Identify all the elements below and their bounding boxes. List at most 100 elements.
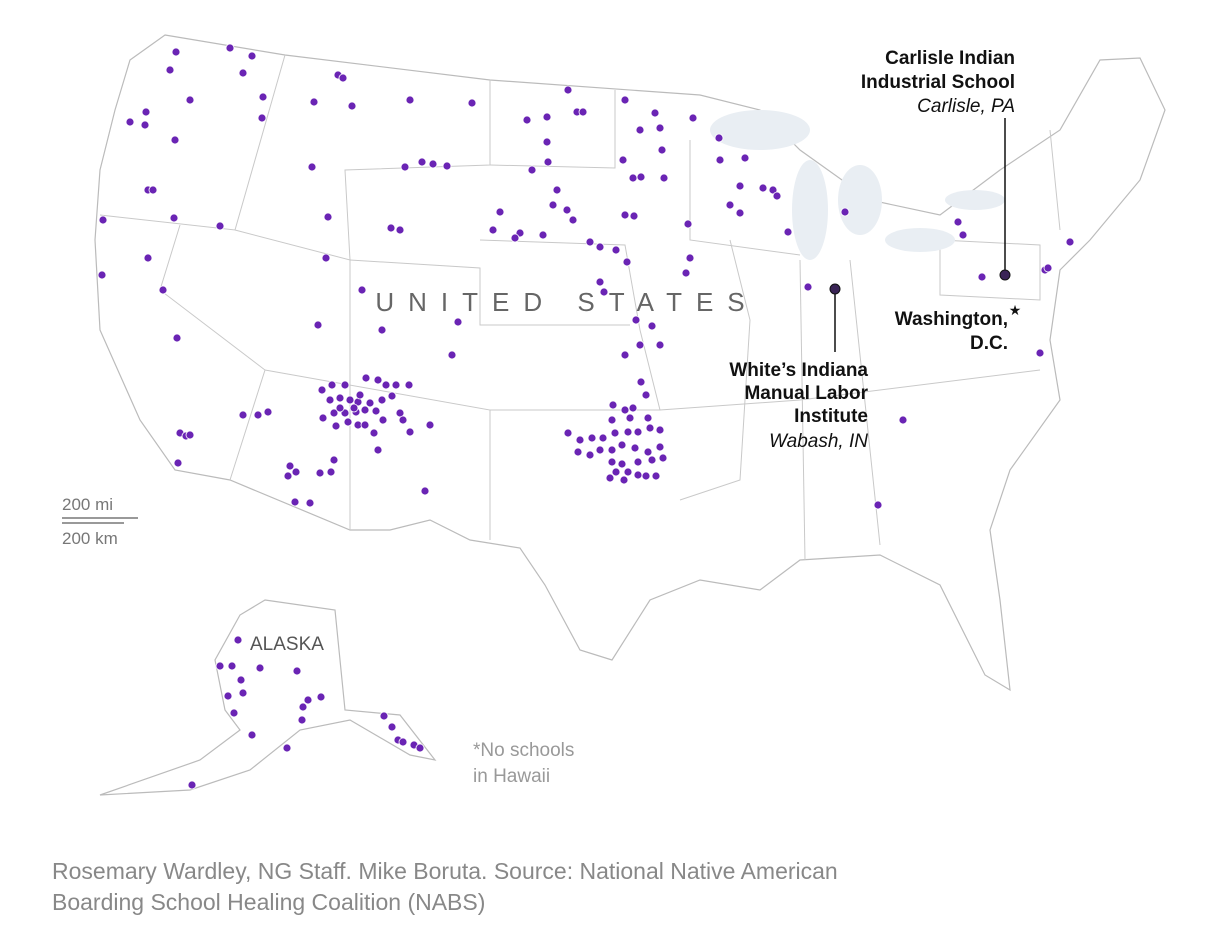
school-dot xyxy=(651,471,661,481)
school-dot xyxy=(321,253,331,263)
school-dot xyxy=(405,427,415,437)
school-dot xyxy=(635,340,645,350)
school-dot xyxy=(325,395,335,405)
school-dot xyxy=(283,471,293,481)
school-dot xyxy=(953,217,963,227)
school-dot xyxy=(548,200,558,210)
school-dot xyxy=(543,157,553,167)
school-dot xyxy=(360,420,370,430)
school-dot xyxy=(635,125,645,135)
school-dot xyxy=(685,253,695,263)
school-dot xyxy=(620,95,630,105)
school-dot xyxy=(617,440,627,450)
school-dot xyxy=(253,410,263,420)
school-dot xyxy=(223,691,233,701)
school-dot xyxy=(309,97,319,107)
school-dot xyxy=(395,225,405,235)
school-dot xyxy=(633,427,643,437)
school-dot xyxy=(125,117,135,127)
school-dot xyxy=(387,391,397,401)
school-dot xyxy=(618,155,628,165)
credit: Rosemary Wardley, NG Staff. Mike Boruta.… xyxy=(52,858,838,884)
school-dot xyxy=(165,65,175,75)
callout-place: Carlisle, PA xyxy=(917,96,1015,117)
school-dot xyxy=(620,405,630,415)
school-dot xyxy=(247,51,257,61)
school-dot xyxy=(647,321,657,331)
school-dot xyxy=(587,433,597,443)
school-dot xyxy=(657,145,667,155)
school-dot xyxy=(398,737,408,747)
great-lakes xyxy=(710,110,1005,260)
school-dot xyxy=(425,420,435,430)
school-dot xyxy=(292,666,302,676)
school-dot xyxy=(611,467,621,477)
school-dot xyxy=(255,663,265,673)
school-dot xyxy=(595,277,605,287)
school-dot xyxy=(568,215,578,225)
school-dot xyxy=(329,408,339,418)
school-dot xyxy=(257,113,267,123)
school-dot xyxy=(169,213,179,223)
school-dot xyxy=(977,272,987,282)
school-dot xyxy=(377,325,387,335)
callout-title: Manual Labor xyxy=(744,383,868,404)
school-dot xyxy=(405,95,415,105)
school-dot xyxy=(605,473,615,483)
alaska-outline xyxy=(99,599,437,796)
school-dot xyxy=(620,350,630,360)
school-dot xyxy=(643,413,653,423)
school-dot xyxy=(735,181,745,191)
school-dot xyxy=(340,380,350,390)
note: *No schools xyxy=(473,740,574,761)
callout-title: Industrial School xyxy=(861,72,1015,93)
school-dot xyxy=(681,268,691,278)
school-dot xyxy=(527,165,537,175)
school-dot xyxy=(562,205,572,215)
school-dot xyxy=(317,385,327,395)
scale-label: 200 km xyxy=(62,529,118,548)
school-dot xyxy=(595,242,605,252)
school-dot xyxy=(611,245,621,255)
school-dot xyxy=(625,413,635,423)
school-dot xyxy=(215,661,225,671)
school-dot xyxy=(655,123,665,133)
school-dot xyxy=(381,380,391,390)
school-dot xyxy=(373,445,383,455)
school-dot xyxy=(140,120,150,130)
school-dot xyxy=(958,230,968,240)
school-dot xyxy=(420,486,430,496)
school-dot xyxy=(263,407,273,417)
school-dot xyxy=(329,455,339,465)
school-dot xyxy=(647,455,657,465)
capital-star: ★ xyxy=(1009,302,1022,318)
school-dot xyxy=(467,98,477,108)
school-dot xyxy=(238,688,248,698)
school-dot xyxy=(898,415,908,425)
school-dot xyxy=(355,390,365,400)
school-dot xyxy=(171,47,181,57)
school-dots xyxy=(97,43,1075,790)
school-dot xyxy=(291,467,301,477)
school-dot xyxy=(391,380,401,390)
school-dot xyxy=(285,461,295,471)
school-dot xyxy=(1035,348,1045,358)
school-dot xyxy=(303,695,313,705)
school-dot xyxy=(361,373,371,383)
school-dot xyxy=(630,443,640,453)
school-dot xyxy=(1065,237,1075,247)
school-dot xyxy=(645,423,655,433)
school-dot xyxy=(335,393,345,403)
school-dot xyxy=(298,702,308,712)
school-dot xyxy=(840,207,850,217)
school-dot xyxy=(236,675,246,685)
school-dot xyxy=(158,285,168,295)
school-dot xyxy=(415,743,425,753)
school-dot xyxy=(326,467,336,477)
school-dot xyxy=(628,173,638,183)
school-dot xyxy=(714,133,724,143)
school-dot xyxy=(573,447,583,457)
school-dot xyxy=(331,421,341,431)
school-dot xyxy=(552,185,562,195)
school-dot xyxy=(715,155,725,165)
